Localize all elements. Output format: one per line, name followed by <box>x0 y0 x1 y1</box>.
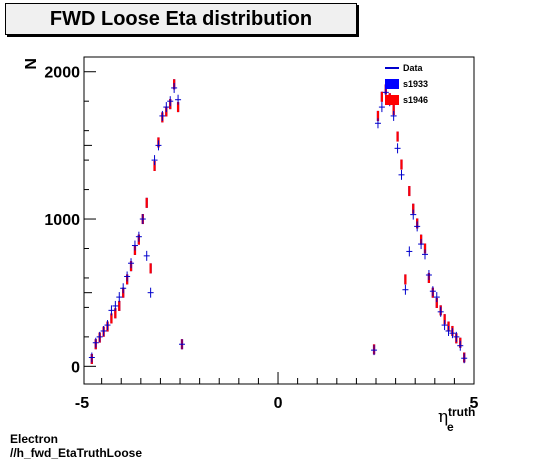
legend: Data s1933 s1946 <box>385 63 428 105</box>
x-axis-label: η <box>438 407 448 427</box>
s1946-point <box>110 313 113 324</box>
legend-box-s1946 <box>385 95 399 105</box>
s1946-point <box>376 110 380 121</box>
y-tick-label: 1000 <box>44 212 80 229</box>
s1946-point <box>396 131 399 142</box>
s1946-point <box>392 105 395 116</box>
data-marks <box>88 79 468 364</box>
legend-label: s1946 <box>403 95 428 105</box>
chart-title-box: FWD Loose Eta distribution <box>5 3 357 35</box>
s1946-point <box>423 243 427 254</box>
series-s1946 <box>90 79 466 364</box>
legend-label: s1933 <box>403 79 428 89</box>
s1946-point <box>176 102 180 113</box>
legend-label: Data <box>403 63 424 73</box>
s1946-point <box>114 308 117 319</box>
s1946-point <box>443 314 446 325</box>
series-Data <box>88 82 468 364</box>
s1946-point <box>435 297 438 308</box>
series-s1933 <box>90 79 466 364</box>
s1946-point <box>380 91 383 102</box>
x-tick-label: 0 <box>274 395 283 412</box>
footer-path: //h_fwd_EtaTruthLoose <box>10 446 143 460</box>
s1946-point <box>149 263 152 274</box>
s1946-point <box>404 274 407 285</box>
y-axis-label: N <box>23 58 40 70</box>
x-tick-label: 5 <box>470 395 479 412</box>
s1946-point <box>153 161 156 171</box>
s1946-point <box>400 159 403 170</box>
x-axis-label-sup: truth <box>448 405 475 419</box>
s1946-point <box>145 197 148 208</box>
s1946-point <box>408 186 411 197</box>
s1946-point <box>412 203 415 214</box>
footer-label: Electron <box>10 432 59 446</box>
s1946-point <box>118 300 121 311</box>
legend-box-s1933 <box>385 79 399 89</box>
plot-frame <box>83 56 475 385</box>
x-axis-label-sub: e <box>447 420 454 434</box>
chart-title: FWD Loose Eta distribution <box>49 7 313 30</box>
y-tick-label: 0 <box>71 359 80 376</box>
y-tick-label: 2000 <box>44 65 80 82</box>
x-tick-label: -5 <box>75 395 89 412</box>
